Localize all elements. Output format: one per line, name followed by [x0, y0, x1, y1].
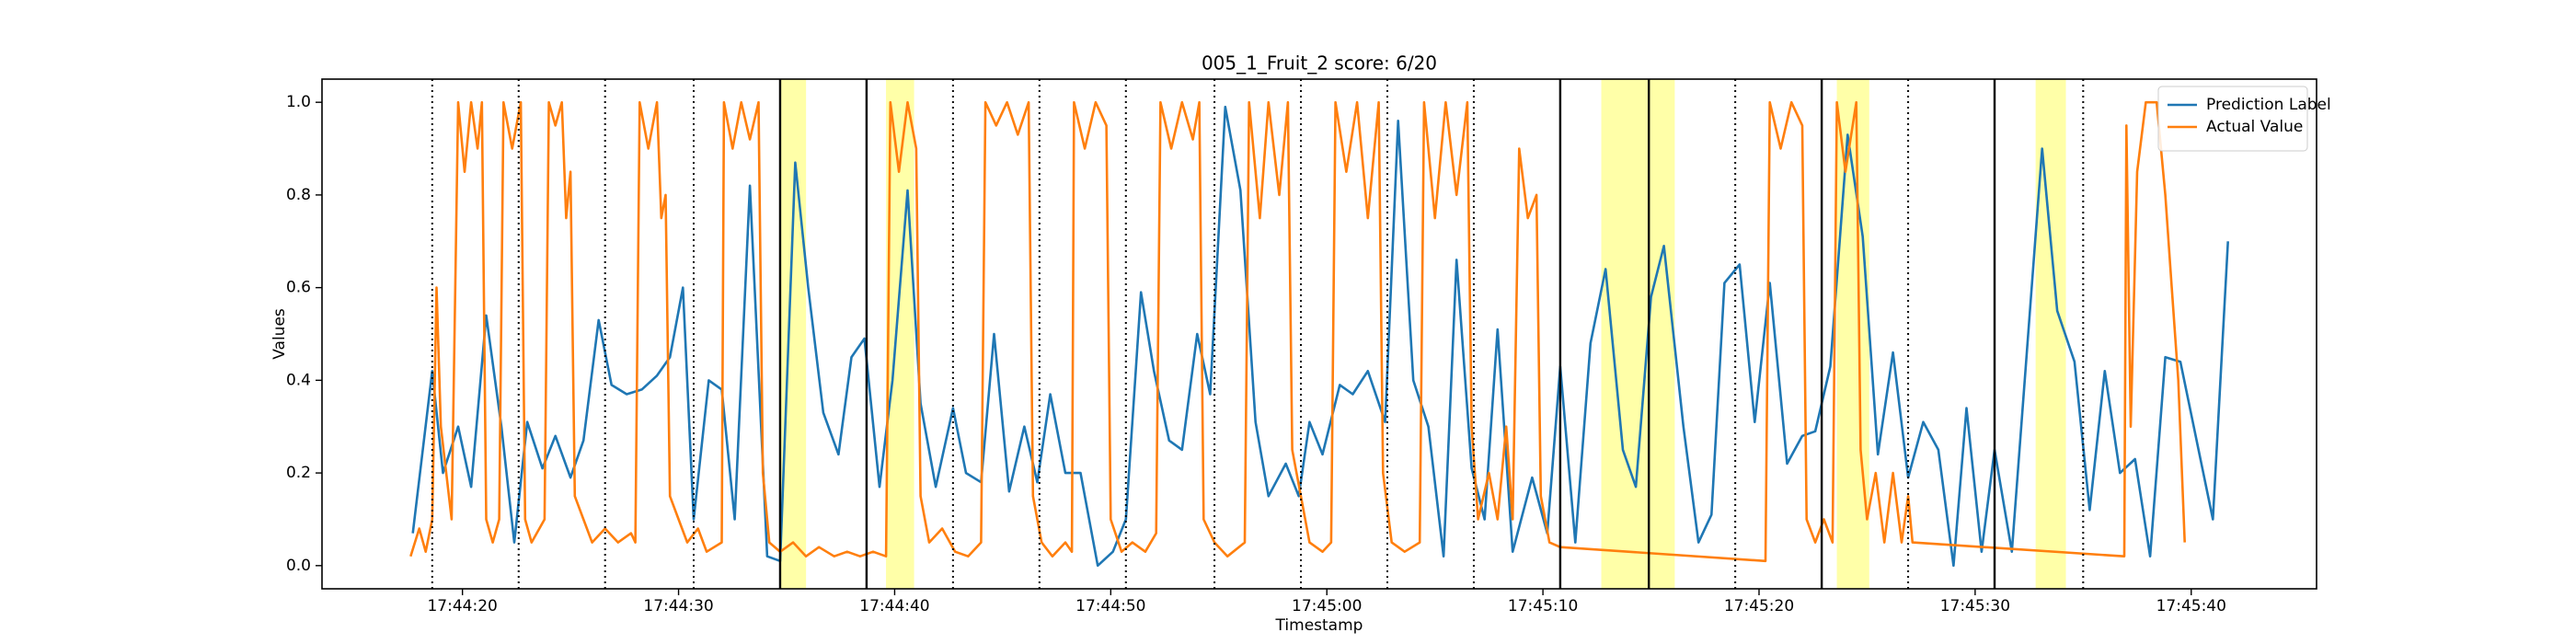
- y-axis-label: Values: [270, 308, 289, 360]
- highlight-span: [1649, 79, 1675, 589]
- x-axis-label: Timestamp: [1275, 616, 1363, 635]
- data-line: [411, 105, 2229, 568]
- highlight-span: [1601, 79, 1650, 589]
- legend-label: Actual Value: [2206, 118, 2303, 136]
- y-tick-label: 0.0: [286, 557, 311, 575]
- x-tick-label: 17:44:40: [859, 597, 929, 615]
- highlight-span: [779, 79, 807, 589]
- x-tick-label: 17:45:10: [1508, 597, 1578, 615]
- x-tick-label: 17:45:00: [1292, 597, 1362, 615]
- legend: Prediction Label Actual Value: [2157, 86, 2331, 152]
- plot-area: [409, 79, 2229, 589]
- x-tick-label: 17:45:30: [1940, 597, 2010, 615]
- legend-label: Prediction Label: [2206, 96, 2331, 114]
- y-tick-label: 0.4: [286, 371, 311, 389]
- x-tick-label: 17:44:30: [643, 597, 713, 615]
- axes-frame: [321, 78, 2317, 590]
- x-tick-label: 17:45:20: [1724, 597, 1794, 615]
- data-line: [409, 100, 2186, 563]
- x-tick-label: 17:45:40: [2156, 597, 2226, 615]
- chart-title: 005_1_Fruit_2 score: 6/20: [1202, 52, 1437, 75]
- y-tick-label: 1.0: [286, 93, 311, 111]
- y-tick-label: 0.6: [286, 279, 311, 297]
- highlight-span: [1836, 79, 1869, 589]
- highlight-span: [2035, 79, 2066, 589]
- x-tick-label: 17:44:20: [427, 597, 497, 615]
- y-tick-label: 0.2: [286, 464, 311, 482]
- x-tick-label: 17:44:50: [1075, 597, 1145, 615]
- y-tick-label: 0.8: [286, 186, 311, 204]
- legend-box: [2157, 86, 2308, 152]
